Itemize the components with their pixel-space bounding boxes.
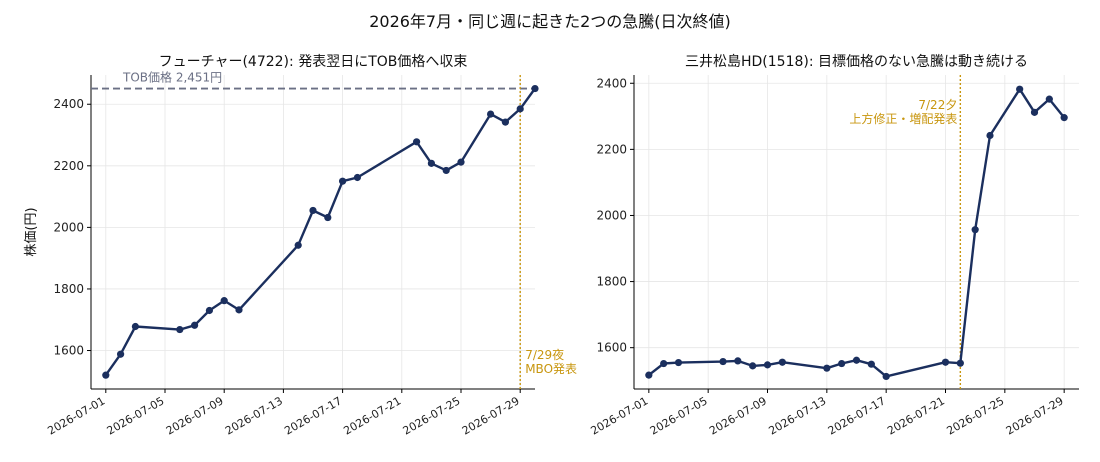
series-line: [104, 87, 536, 376]
event-label: MBO発表: [525, 362, 577, 376]
y-tick-label: 2200: [596, 142, 627, 156]
data-point: [971, 226, 979, 234]
data-point: [986, 131, 994, 140]
data-point: [674, 358, 683, 367]
data-point: [413, 138, 421, 146]
y-tick-label: 2200: [53, 159, 84, 173]
x-tick-label: 2026-07-01: [45, 394, 107, 437]
y-tick-label: 2000: [53, 220, 84, 234]
data-point: [941, 358, 950, 366]
data-point: [294, 241, 302, 249]
data-point: [867, 360, 875, 368]
y-tick-label: 1800: [53, 282, 84, 296]
data-point: [516, 105, 524, 113]
data-point: [531, 84, 539, 93]
x-tick-label: 2026-07-21: [885, 394, 947, 437]
data-point: [235, 306, 243, 314]
data-point: [823, 364, 831, 372]
data-point: [1030, 108, 1039, 116]
chart-panel-1: 1600 1800 2000 2200 2400 2026-07-012026-07-05…: [24, 54, 577, 438]
data-point: [324, 213, 332, 222]
x-tick-label: 2026-07-29: [460, 394, 522, 437]
chart-title: フューチャー(4722): 発表翌日にTOB価格へ収束: [159, 54, 468, 70]
event-label: 7/29夜: [525, 347, 564, 362]
x-tick-label: 2026-07-25: [401, 394, 463, 437]
x-tick-label: 2026-07-29: [1004, 394, 1066, 437]
data-point: [205, 306, 213, 315]
data-point: [457, 158, 465, 166]
data-point: [778, 358, 786, 366]
data-point: [487, 110, 495, 118]
y-tick-label: 1600: [53, 344, 84, 358]
data-point: [102, 371, 110, 379]
x-tick-label: 2026-07-25: [944, 394, 1006, 437]
data-point: [117, 350, 125, 358]
data-point: [852, 356, 861, 364]
figure-title: 2026年7月・同じ週に起きた2つの急騰(日次終値): [369, 12, 731, 31]
data-point: [339, 177, 347, 185]
data-point: [956, 359, 964, 367]
y-tick-label: 2400: [53, 97, 84, 111]
x-tick-label: 2026-07-05: [105, 394, 167, 437]
tob-price-label: TOB価格 2,451円: [122, 70, 222, 85]
y-tick-label: 2000: [596, 208, 627, 222]
data-point: [719, 357, 727, 366]
data-point: [1045, 95, 1053, 103]
data-point: [749, 362, 757, 370]
x-tick-label: 2026-07-09: [164, 394, 226, 437]
y-tick-label: 1800: [596, 275, 627, 289]
data-point: [131, 322, 139, 331]
x-tick-label: 2026-07-17: [282, 394, 344, 437]
x-tick-label: 2026-07-13: [223, 394, 285, 437]
data-point: [838, 359, 846, 368]
event-label: 7/22夕: [918, 98, 957, 112]
data-point: [176, 325, 184, 334]
x-tick-label: 2026-07-09: [707, 394, 769, 437]
data-point: [309, 206, 317, 215]
chart-panel-2: 1600 1800 2000 2200 2400 2026-07-012026-07-05…: [588, 53, 1079, 438]
chart-title: 三井松島HD(1518): 目標価格のない急騰は動き続ける: [685, 53, 1028, 70]
x-tick-label: 2026-07-13: [766, 394, 828, 437]
data-point: [353, 173, 361, 182]
y-tick-label: 2400: [596, 76, 627, 90]
event-label: 上方修正・増配発表: [849, 111, 957, 126]
series-line: [648, 87, 1066, 378]
data-point: [645, 371, 653, 379]
data-point: [442, 166, 450, 175]
data-point: [427, 159, 435, 167]
data-point: [501, 118, 509, 126]
data-point: [660, 359, 668, 368]
x-tick-label: 2026-07-05: [648, 394, 710, 437]
y-tick-label: 1600: [596, 341, 627, 355]
data-point: [191, 321, 199, 329]
data-point: [763, 361, 772, 369]
data-point: [734, 357, 742, 365]
data-point: [1016, 85, 1024, 93]
x-tick-label: 2026-07-01: [588, 394, 650, 437]
y-axis-label: 株価(円): [24, 207, 39, 256]
data-point: [1060, 114, 1068, 122]
data-point: [882, 372, 890, 381]
x-tick-label: 2026-07-21: [341, 394, 403, 437]
data-point: [220, 297, 228, 305]
x-tick-label: 2026-07-17: [826, 394, 888, 437]
